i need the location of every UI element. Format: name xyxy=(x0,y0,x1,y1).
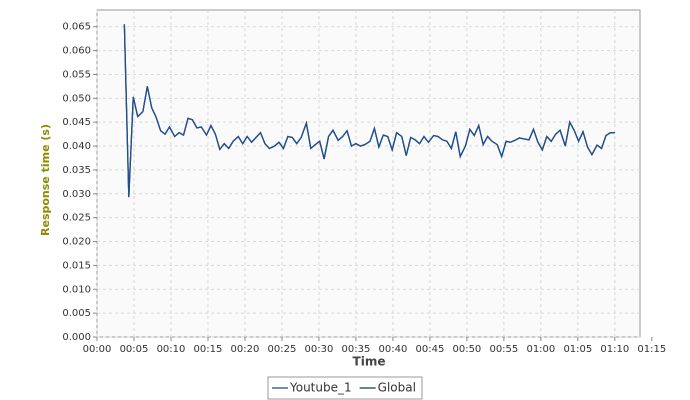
x-tick-label: 00:55 xyxy=(489,344,518,355)
x-tick-label: 00:25 xyxy=(268,344,297,355)
y-tick-label: 0.005 xyxy=(62,308,91,319)
y-tick-label: 0.035 xyxy=(62,165,91,176)
x-tick-label: 00:15 xyxy=(194,344,223,355)
y-tick-label: 0.020 xyxy=(62,237,91,248)
x-tick-label: 00:50 xyxy=(452,344,481,355)
y-tick-label: 0.045 xyxy=(62,117,91,128)
legend-label: Global xyxy=(378,381,416,395)
y-tick-label: 0.030 xyxy=(62,189,91,200)
series-line xyxy=(123,24,615,198)
y-tick-label: 0.065 xyxy=(62,22,91,33)
legend-label: Youtube_1 xyxy=(289,381,352,395)
legend xyxy=(267,376,423,400)
x-tick-label: 01:05 xyxy=(563,344,592,355)
x-tick-label: 00:30 xyxy=(305,344,334,355)
x-tick-label: 00:10 xyxy=(157,344,186,355)
plot-area xyxy=(96,9,641,338)
y-tick-label: 0.050 xyxy=(62,93,91,104)
x-axis-label: Time xyxy=(353,355,386,369)
x-tick-label: 01:15 xyxy=(637,344,666,355)
y-tick-label: 0.010 xyxy=(62,284,91,295)
x-tick-label: 01:10 xyxy=(600,344,629,355)
y-tick-label: 0.025 xyxy=(62,213,91,224)
y-tick-label: 0.000 xyxy=(62,332,91,343)
x-tick-label: 00:35 xyxy=(342,344,371,355)
x-tick-label: 01:00 xyxy=(526,344,555,355)
y-tick-label: 0.040 xyxy=(62,141,91,152)
y-tick-label: 0.060 xyxy=(62,46,91,57)
x-tick-label: 00:45 xyxy=(415,344,444,355)
x-tick-label: 00:40 xyxy=(378,344,407,355)
y-axis-label: Response time (s) xyxy=(39,124,52,236)
y-tick-label: 0.055 xyxy=(62,69,91,80)
x-tick-label: 00:05 xyxy=(120,344,149,355)
y-tick-label: 0.015 xyxy=(62,260,91,271)
x-tick-label: 00:00 xyxy=(83,344,112,355)
x-tick-label: 00:20 xyxy=(231,344,260,355)
